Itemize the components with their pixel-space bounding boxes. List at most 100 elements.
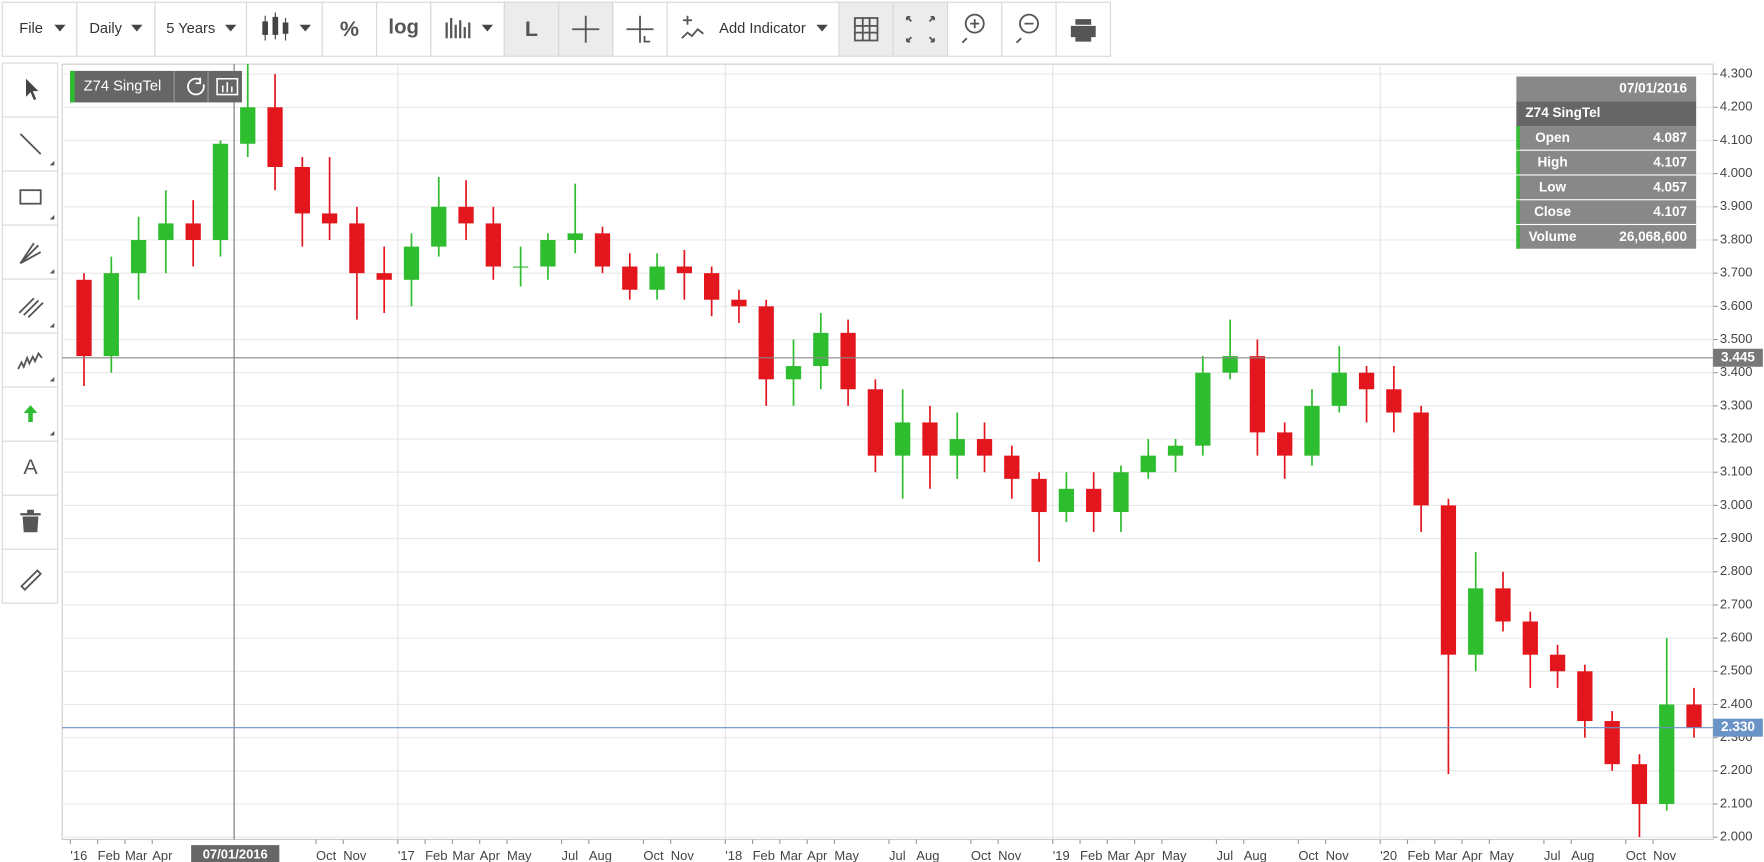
tooltip-field-label: Close bbox=[1534, 204, 1571, 219]
delete-tool[interactable] bbox=[20, 509, 41, 533]
candle-body bbox=[1304, 405, 1320, 456]
candle-body bbox=[76, 279, 92, 357]
y-tick-label: 2.600 bbox=[1720, 630, 1753, 645]
candle-body bbox=[1659, 704, 1675, 804]
log-button[interactable] bbox=[375, 1, 432, 57]
candle-body bbox=[103, 273, 119, 357]
candle-body bbox=[458, 206, 474, 224]
x-tick-label: May bbox=[1162, 848, 1187, 862]
file-menu[interactable] bbox=[1, 1, 78, 57]
x-tick-label: Oct bbox=[643, 848, 664, 862]
refresh-icon[interactable] bbox=[187, 77, 205, 96]
symbol-tag-accent bbox=[70, 70, 75, 103]
candle-body bbox=[867, 389, 884, 456]
candle-body bbox=[512, 266, 529, 268]
y-tick-label: 3.900 bbox=[1720, 198, 1753, 213]
x-tick-label: Nov bbox=[998, 848, 1022, 862]
arrow-tool[interactable] bbox=[23, 405, 38, 422]
range-label: 5 Years bbox=[166, 21, 215, 37]
candle-body bbox=[130, 239, 147, 274]
last-price-box bbox=[1713, 718, 1763, 737]
tooltip-field-label: High bbox=[1537, 155, 1567, 170]
caret bbox=[481, 24, 494, 32]
candle-body bbox=[1440, 505, 1457, 655]
edit-tool[interactable] bbox=[20, 569, 42, 591]
indicator-label: Add Indicator bbox=[719, 21, 806, 37]
candle-body bbox=[1058, 488, 1075, 513]
zoom-out-button[interactable] bbox=[1001, 1, 1057, 57]
candles bbox=[76, 64, 1702, 838]
candle-body bbox=[267, 107, 283, 167]
candle-body bbox=[349, 223, 365, 274]
candle-body bbox=[485, 223, 501, 267]
candle-body bbox=[1277, 432, 1293, 456]
rect-tool[interactable] bbox=[19, 189, 42, 205]
interval-menu[interactable] bbox=[76, 1, 156, 57]
y-tick-label: 4.100 bbox=[1720, 132, 1753, 147]
candle-body bbox=[240, 107, 256, 144]
grid-button[interactable] bbox=[838, 1, 894, 57]
candle-body bbox=[1522, 621, 1538, 655]
candle-body bbox=[1686, 704, 1702, 728]
candle-icon bbox=[262, 12, 289, 41]
x-tick-label: Mar bbox=[780, 848, 803, 862]
fan-tool[interactable] bbox=[19, 242, 42, 265]
y-tick-label: 3.200 bbox=[1720, 430, 1753, 445]
x-tick-label: Mar bbox=[452, 848, 475, 862]
zoom-in-button[interactable] bbox=[947, 1, 1003, 57]
x-tick-label: Nov bbox=[343, 848, 367, 862]
x-tick-label: Feb bbox=[98, 848, 120, 862]
volume-menu[interactable] bbox=[430, 1, 505, 57]
y-tick-label: 3.000 bbox=[1720, 497, 1753, 512]
x-tick-label: Aug bbox=[1244, 848, 1267, 862]
y-tick-label: 3.500 bbox=[1720, 331, 1753, 346]
candle-body bbox=[1140, 455, 1156, 473]
indicator-menu[interactable] bbox=[666, 1, 840, 57]
grid-icon bbox=[853, 17, 879, 42]
print-icon bbox=[1070, 19, 1096, 42]
candle-body bbox=[758, 306, 774, 380]
text-tool[interactable]: A bbox=[23, 455, 38, 479]
tooltip-row bbox=[1516, 150, 1697, 175]
candle-body bbox=[1631, 764, 1648, 804]
pattern-tool[interactable] bbox=[17, 351, 43, 370]
candle-body bbox=[1222, 356, 1238, 373]
file-label: File bbox=[19, 21, 43, 37]
interval-label: Daily bbox=[89, 21, 122, 37]
plot-area bbox=[61, 63, 1714, 841]
tooltip-name: Z74 SingTel bbox=[1525, 105, 1600, 120]
candle-body bbox=[676, 266, 692, 274]
line-tool[interactable] bbox=[19, 133, 42, 155]
candle-body bbox=[1549, 654, 1566, 672]
zoom-in-icon bbox=[961, 19, 980, 44]
line-button[interactable] bbox=[503, 1, 560, 57]
volume-icon bbox=[445, 18, 471, 39]
candle-body bbox=[649, 266, 665, 290]
percent-button[interactable] bbox=[321, 1, 378, 57]
y-tick-label: 3.600 bbox=[1720, 298, 1753, 313]
x-tick-label: Apr bbox=[807, 848, 828, 862]
x-tick-label: Jul bbox=[1544, 848, 1561, 862]
toolbar: File Daily 5 Years % log L Add Indicator bbox=[1, 1, 1111, 57]
x-tick-label: Nov bbox=[1653, 848, 1677, 862]
x-tick-label: Aug bbox=[1571, 848, 1594, 862]
x-tick-label: Apr bbox=[1462, 848, 1483, 862]
candle-body bbox=[895, 422, 911, 456]
settings-icon[interactable] bbox=[216, 77, 239, 96]
crosshair-price-box bbox=[1713, 348, 1763, 367]
x-tick-label: Mar bbox=[1435, 848, 1458, 862]
drawing-toolbar: A bbox=[1, 62, 59, 604]
pointer-tool[interactable] bbox=[26, 78, 39, 101]
tooltip-field-value: 4.107 bbox=[1653, 155, 1687, 170]
x-tick-label: Mar bbox=[1107, 848, 1130, 862]
fullscreen-button[interactable] bbox=[892, 1, 949, 57]
channel-tool[interactable] bbox=[18, 297, 44, 318]
indicator-icon bbox=[681, 15, 704, 39]
x-tick-label: Jul bbox=[1216, 848, 1233, 862]
x-tick-label: Feb bbox=[425, 848, 447, 862]
zoom-out-icon bbox=[1019, 13, 1039, 34]
candle-body bbox=[1031, 478, 1047, 513]
candle-body bbox=[731, 299, 747, 307]
candle-body bbox=[785, 366, 802, 380]
